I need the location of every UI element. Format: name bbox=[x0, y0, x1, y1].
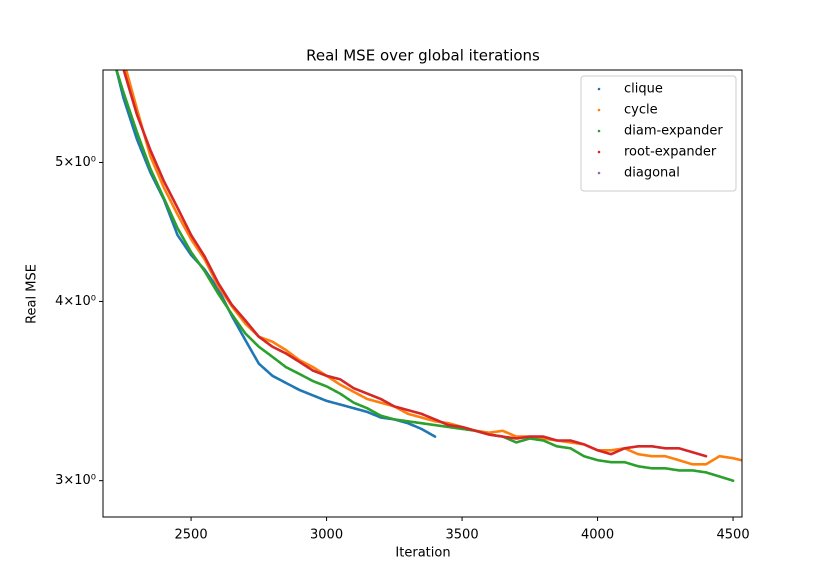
data-points bbox=[122, 70, 708, 458]
legend-box bbox=[580, 75, 737, 192]
y-tick-label: 3×10⁰ bbox=[55, 473, 96, 488]
y-axis-label: Real MSE bbox=[25, 264, 40, 324]
x-tick-label: 3000 bbox=[310, 528, 343, 543]
legend-label: cycle bbox=[624, 103, 658, 118]
chart-title: Real MSE over global iterations bbox=[306, 47, 540, 65]
x-tick-label: 4500 bbox=[717, 528, 750, 543]
y-tick-label: 4×10⁰ bbox=[55, 294, 96, 309]
legend-marker bbox=[597, 87, 601, 91]
y-tick-label: 5×10⁰ bbox=[55, 155, 96, 170]
x-axis-label: Iteration bbox=[395, 546, 450, 561]
x-tick-label: 4000 bbox=[581, 528, 614, 543]
legend-marker bbox=[597, 129, 601, 133]
plot-frame bbox=[102, 69, 743, 518]
legend-label: root-expander bbox=[624, 145, 717, 160]
legend-label: clique bbox=[624, 82, 663, 97]
legend-label: diagonal bbox=[624, 166, 680, 181]
legend-marker bbox=[597, 108, 601, 112]
data-points bbox=[115, 70, 735, 482]
x-tick-label: 2500 bbox=[175, 528, 208, 543]
legend-label: diam-expander bbox=[624, 124, 723, 139]
x-tick-label: 3500 bbox=[446, 528, 479, 543]
legend-marker bbox=[597, 150, 601, 154]
legend-marker bbox=[597, 171, 601, 175]
